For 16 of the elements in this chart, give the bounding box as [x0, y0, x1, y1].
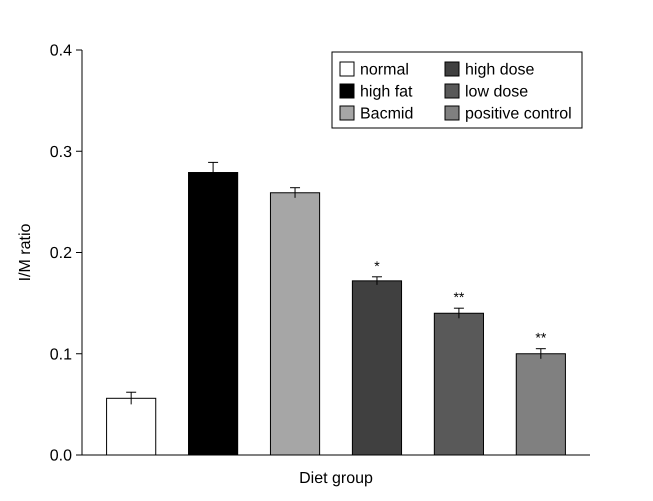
y-axis-title: I/M ratio — [17, 224, 34, 282]
y-tick-label: 0.0 — [50, 448, 72, 465]
y-tick-label: 0.3 — [50, 144, 72, 161]
legend-label: Bacmid — [360, 106, 414, 123]
y-tick-label: 0.2 — [50, 245, 72, 262]
y-tick-label: 0.4 — [50, 42, 72, 60]
data-label: ** — [535, 330, 547, 346]
legend-label: normal — [360, 62, 409, 79]
legend-label: high dose — [465, 62, 534, 79]
data-label: ** — [453, 289, 465, 306]
legend-label: low dose — [465, 84, 528, 101]
data-label: * — [374, 258, 380, 274]
y-tick-label: 0.1 — [50, 346, 72, 364]
legend-label: positive control — [465, 106, 572, 123]
x-axis-title: Diet group — [299, 470, 374, 487]
legend-label: high fat — [360, 84, 414, 101]
